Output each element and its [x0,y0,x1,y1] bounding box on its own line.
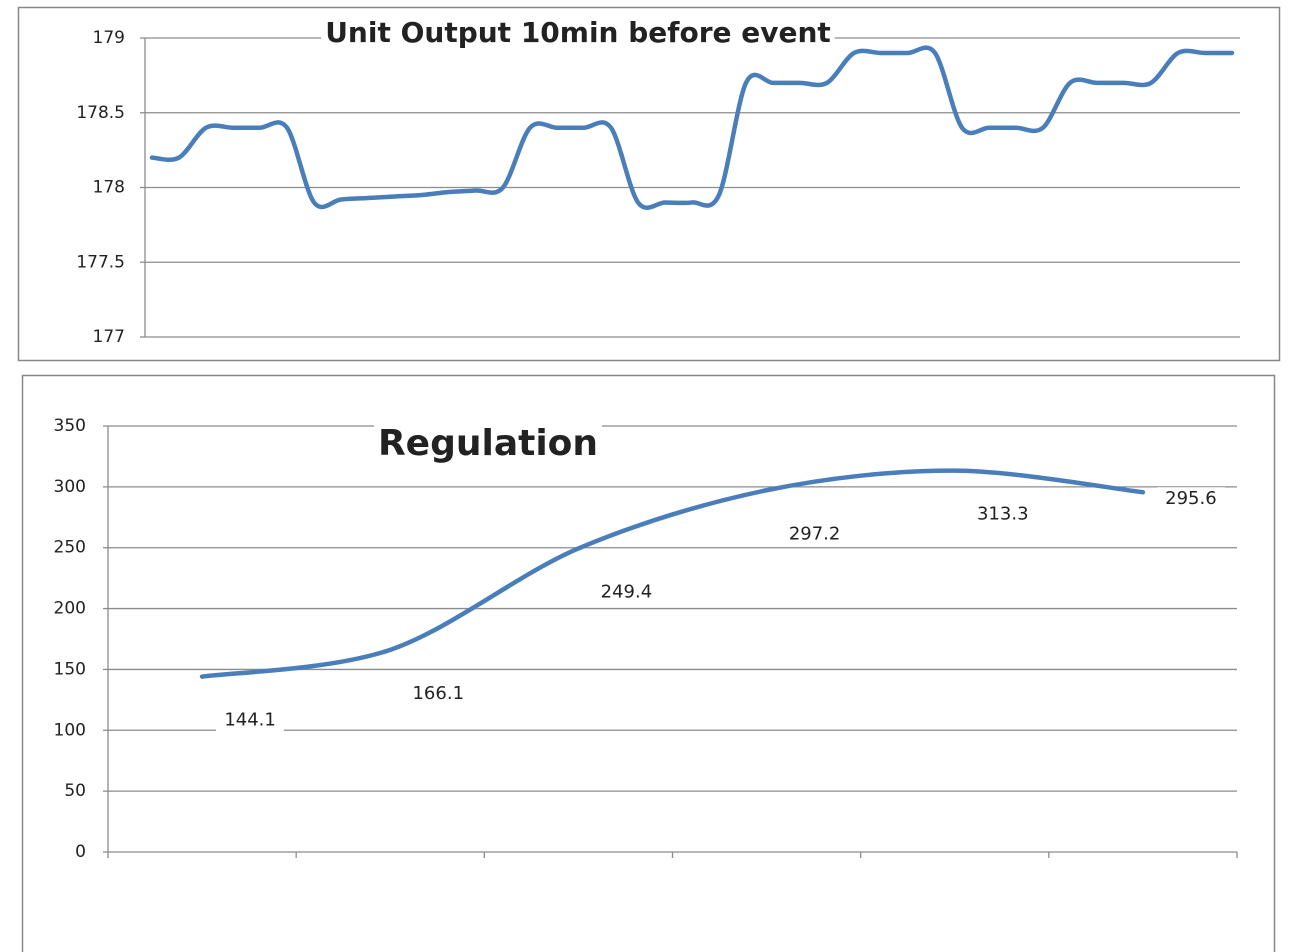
bottom-chart: 0 50 100 150 200 250 300 350 144.1 166.1 249.4 297.… [54,416,1238,862]
data-label: 295.6 [1165,488,1217,509]
y-tick-label: 178 [93,178,125,198]
y-tick-label: 300 [54,477,86,497]
data-label: 297.2 [789,523,841,544]
data-label: 249.4 [601,581,653,602]
chart-title: Unit Output 10min before event [325,16,831,49]
y-tick-label: 150 [54,659,86,679]
data-label: 313.3 [977,504,1029,525]
y-tick-label: 100 [54,720,86,740]
data-line [199,468,1146,679]
chart-frame [21,374,1276,952]
title-bg [373,423,603,464]
data-line [149,45,1235,210]
data-label-bg [404,681,473,706]
chart-frame [17,6,1281,362]
y-tick-label: 177.5 [76,252,125,272]
chart-title: Regulation [378,423,598,464]
data-label-bg [216,708,285,733]
y-tick-label: 200 [54,599,86,619]
data-label-bg [1156,487,1225,512]
data-label-bg [780,522,849,547]
y-tick-label: 178.5 [76,103,125,123]
y-tick-label: 350 [54,416,86,436]
y-tick-label: 50 [64,781,86,801]
title-bg [321,16,835,49]
data-label: 144.1 [224,710,276,731]
top-chart: 177 177.5 178 178.5 179 Unit Output 10min bef… [76,16,1240,347]
y-tick-label: 0 [75,842,86,862]
y-tick-label: 177 [93,327,125,347]
data-label: 166.1 [412,683,464,704]
y-tick-label: 250 [54,538,86,558]
data-label-bg [592,580,661,605]
data-label-bg [968,502,1037,527]
y-tick-label: 179 [93,28,125,48]
